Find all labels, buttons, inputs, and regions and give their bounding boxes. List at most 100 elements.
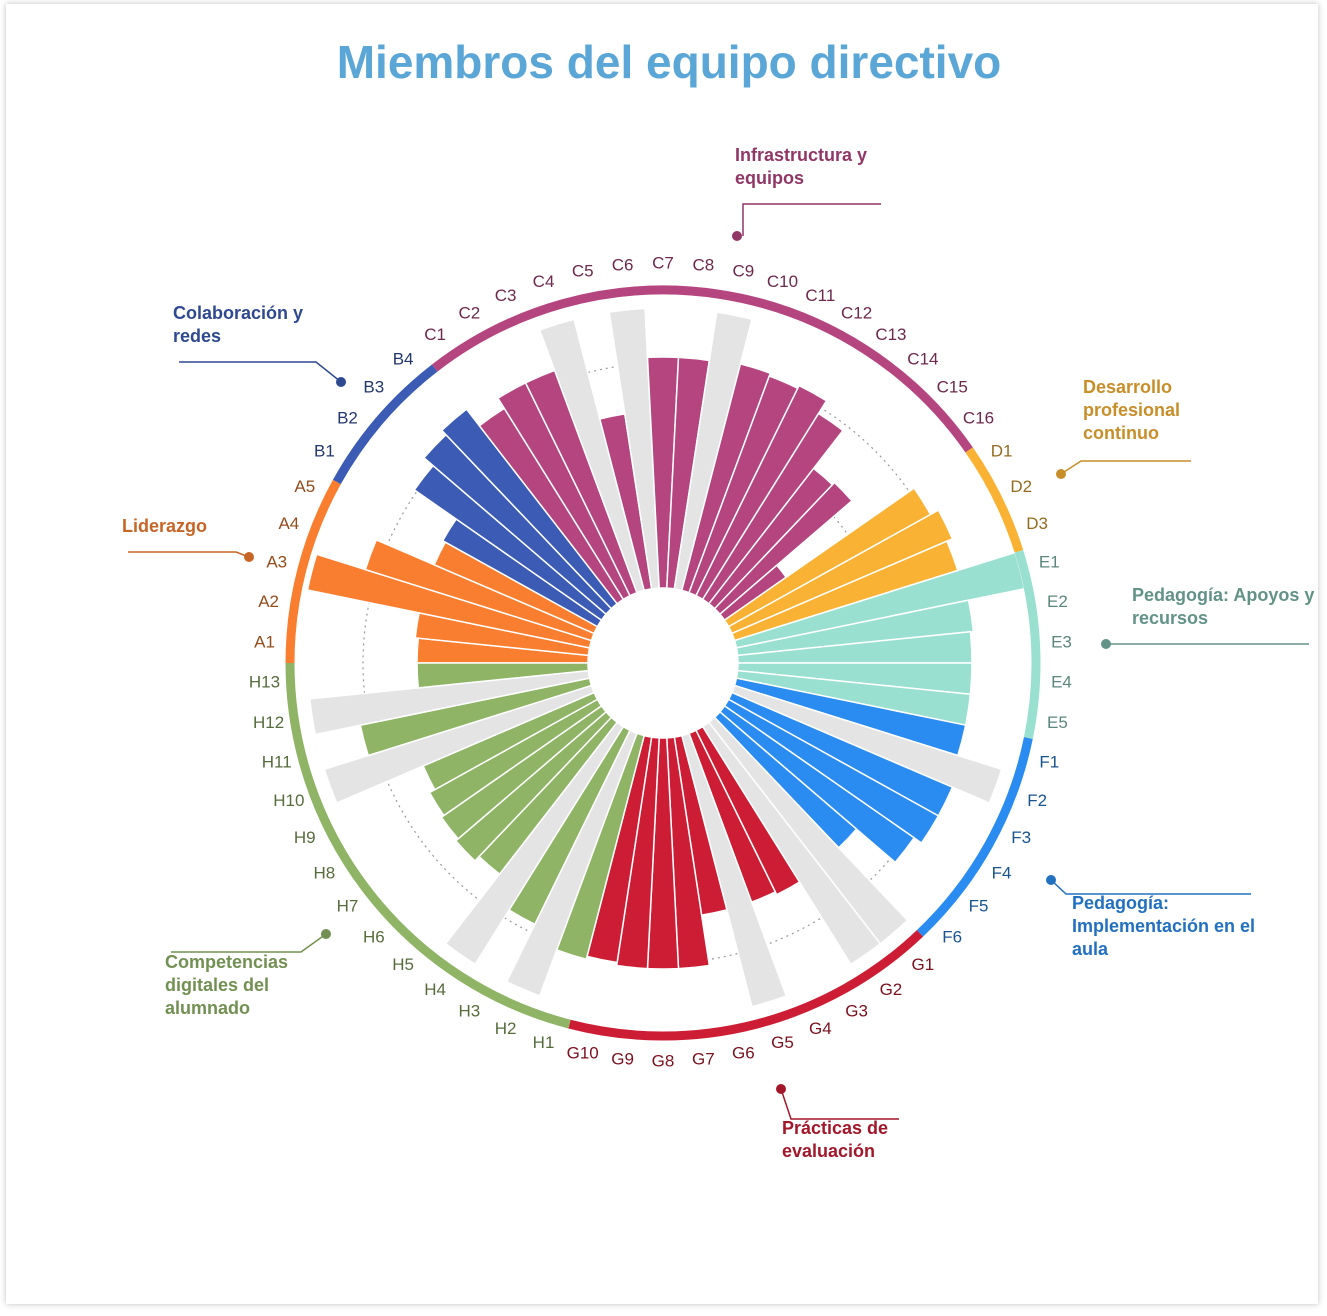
group-ring [431,285,973,453]
category-label: C5 [572,262,594,281]
bar [727,509,954,635]
category-label: C6 [612,256,634,275]
category-label: H2 [495,1019,517,1038]
leader-dot [1046,875,1056,885]
category-label: G3 [845,1001,868,1020]
category-label: C2 [458,304,480,323]
group-ring [332,364,438,485]
category-label: A1 [254,632,275,651]
category-label: A2 [258,592,279,611]
missing-bar [608,307,660,590]
category-label: A4 [278,514,299,533]
leader-dot [336,377,346,387]
group-ring [568,930,924,1041]
category-label: G6 [732,1043,755,1062]
group-label: Competencias digitales del alumnado [165,952,289,1018]
group-ring [965,447,1024,553]
group-ring [285,479,341,664]
chart-title: Miembros del equipo directivo [337,36,1002,88]
category-label: H3 [458,1001,480,1020]
category-label: C1 [424,325,446,344]
category-label: C4 [533,272,555,291]
leader-line [1060,460,1191,475]
category-label: E3 [1051,632,1072,651]
leader-line [780,1088,899,1120]
leader-dot [244,552,254,562]
leader-dot [1101,639,1111,649]
missing-bar [444,721,625,966]
category-label: G4 [809,1019,832,1038]
category-label: C12 [841,304,872,323]
bar [735,599,975,657]
leader-dot [321,929,331,939]
category-label: F5 [969,897,989,916]
bar [306,553,593,649]
category-label: G8 [652,1051,675,1070]
group-ring [916,737,1033,937]
page: Miembros del equipo directivo A1 A2 A3 A4 A5… [6,4,1318,1304]
bar [713,481,853,616]
missing-bar [323,684,596,804]
category-label: H13 [249,673,280,692]
bar [695,725,801,896]
bar [695,384,828,601]
category-label: A5 [294,477,315,496]
category-label: H4 [424,980,446,999]
missing-bar [505,729,638,997]
missing-bar [538,318,646,594]
bar [701,412,845,605]
bar [428,698,603,817]
group-label: Infrastructura y equipos [735,145,868,188]
leader-dot [776,1084,786,1094]
missing-bar [701,721,882,966]
bar [440,408,619,610]
leader-line [742,203,881,236]
group-label: Liderazgo [122,516,208,536]
category-label: H6 [363,927,385,946]
category-label: D3 [1026,514,1048,533]
category-label: G9 [611,1049,634,1068]
category-label: C10 [767,272,798,291]
category-label: C7 [652,253,674,272]
chart: Miembros del equipo directivo A1 A2 A3 A4 A5… [128,36,1309,1120]
category-label: B4 [393,350,414,369]
category-label: C11 [805,286,835,305]
bar [454,710,613,862]
category-label: F3 [1011,828,1031,847]
category-label: F6 [942,927,962,946]
category-label: C8 [692,256,714,275]
category-label: G7 [692,1049,715,1068]
group-ring [1014,549,1041,739]
missing-bar [673,311,753,592]
missing-bar [308,669,591,736]
category-label: D2 [1010,477,1032,496]
category-label: G10 [567,1043,599,1062]
leader-dot [732,231,742,241]
category-label: D1 [991,441,1013,460]
category-label: C3 [495,286,517,305]
category-label: C16 [963,408,994,427]
group-label: Pedagogía: Implementación en el aula [1072,893,1256,959]
category-label: F1 [1039,752,1059,771]
category-label: F4 [992,864,1012,883]
category-label: C13 [875,325,906,344]
bar [440,704,608,840]
category-label: B3 [363,378,384,397]
category-label: C15 [937,378,968,397]
group-label: Prácticas de evaluación [782,1118,889,1161]
bar [364,538,596,642]
bar [615,736,660,970]
group-ring [285,662,571,1029]
group-label: Colaboración y redes [173,303,304,346]
category-label: B2 [337,408,358,427]
category-label: G1 [912,955,935,974]
leader-line [128,551,250,558]
category-label: A3 [266,552,287,571]
bar [718,704,916,864]
category-label: E2 [1047,592,1068,611]
category-label: H10 [273,791,304,810]
missing-bar [730,684,1003,804]
category-label: C14 [907,350,938,369]
category-label: H5 [392,955,414,974]
category-label: B1 [314,441,335,460]
